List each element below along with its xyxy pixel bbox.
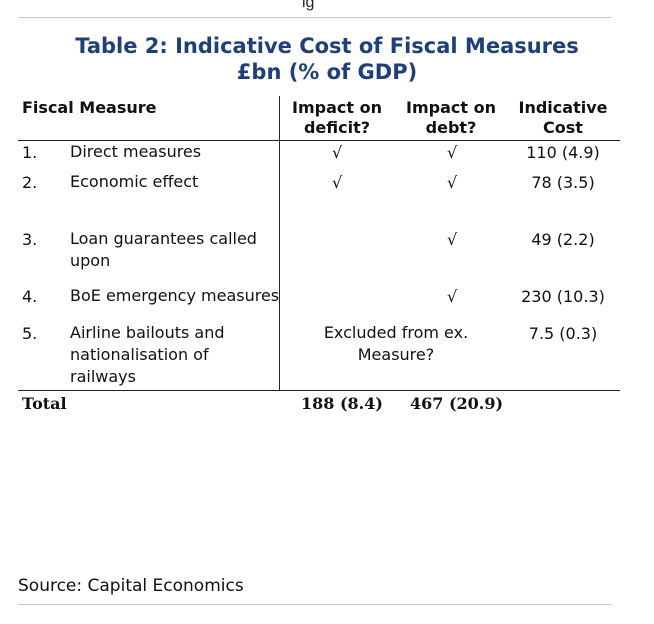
total-deficit: 188 (8.4): [301, 394, 383, 413]
header-indicative-cost-line1: Indicative: [518, 98, 608, 117]
column-divider: [279, 96, 280, 390]
row-5-measure: Airline bailouts and nationalisation of …: [70, 322, 225, 388]
row-2-deficit-check: √: [332, 173, 343, 192]
row-2-debt-check: √: [447, 173, 458, 192]
row-5-measure-line3: railways: [70, 367, 136, 386]
row-3-measure: Loan guarantees called upon: [70, 228, 257, 272]
header-impact-deficit: Impact on deficit?: [282, 98, 392, 138]
row-4-cost: 230 (10.3): [521, 287, 605, 306]
total-debt: 467 (20.9): [410, 394, 504, 413]
row-3-measure-line1: Loan guarantees called: [70, 229, 257, 248]
row-3-cost: 49 (2.2): [531, 230, 595, 249]
total-rule: [18, 390, 620, 391]
row-4-measure: BoE emergency measures: [70, 286, 280, 305]
row-3-debt-check: √: [447, 230, 458, 249]
row-5-measure-line1: Airline bailouts and: [70, 323, 225, 342]
page-text-fragment: ig: [302, 0, 315, 11]
table-title: Table 2: Indicative Cost of Fiscal Measu…: [75, 34, 579, 58]
source-note: Source: Capital Economics: [18, 576, 244, 596]
header-rule: [18, 140, 620, 141]
row-5-measure-line2: nationalisation of: [70, 345, 209, 364]
top-rule: [18, 17, 612, 18]
header-indicative-cost-line2: Cost: [543, 118, 583, 137]
row-5-cost: 7.5 (0.3): [528, 324, 598, 343]
row-1-number: 1.: [22, 143, 38, 162]
table-subtitle: £bn (% of GDP): [236, 60, 418, 84]
header-impact-debt-line1: Impact on: [406, 98, 496, 117]
row-1-deficit-check: √: [332, 143, 343, 162]
header-impact-deficit-line1: Impact on: [292, 98, 382, 117]
row-5-note-line1: Excluded from ex.: [323, 323, 469, 342]
row-5-number: 5.: [22, 324, 38, 343]
row-3-measure-line2: upon: [70, 251, 111, 270]
header-indicative-cost: Indicative Cost: [508, 98, 618, 138]
header-fiscal-measure: Fiscal Measure: [22, 98, 157, 117]
row-5-note-line2: Measure?: [357, 345, 435, 364]
row-4-debt-check: √: [447, 287, 458, 306]
header-impact-debt: Impact on debt?: [396, 98, 506, 138]
bottom-rule: [18, 604, 612, 605]
header-impact-deficit-line2: deficit?: [303, 118, 371, 137]
row-2-cost: 78 (3.5): [531, 173, 595, 192]
header-impact-debt-line2: debt?: [425, 118, 477, 137]
row-2-number: 2.: [22, 173, 38, 192]
total-label: Total: [22, 394, 67, 413]
row-4-number: 4.: [22, 287, 38, 306]
row-5-note: Excluded from ex. Measure?: [284, 322, 508, 366]
row-2-measure: Economic effect: [70, 172, 199, 191]
row-1-cost: 110 (4.9): [526, 143, 600, 162]
row-1-debt-check: √: [447, 143, 458, 162]
row-1-measure: Direct measures: [70, 142, 202, 161]
row-3-number: 3.: [22, 230, 38, 249]
